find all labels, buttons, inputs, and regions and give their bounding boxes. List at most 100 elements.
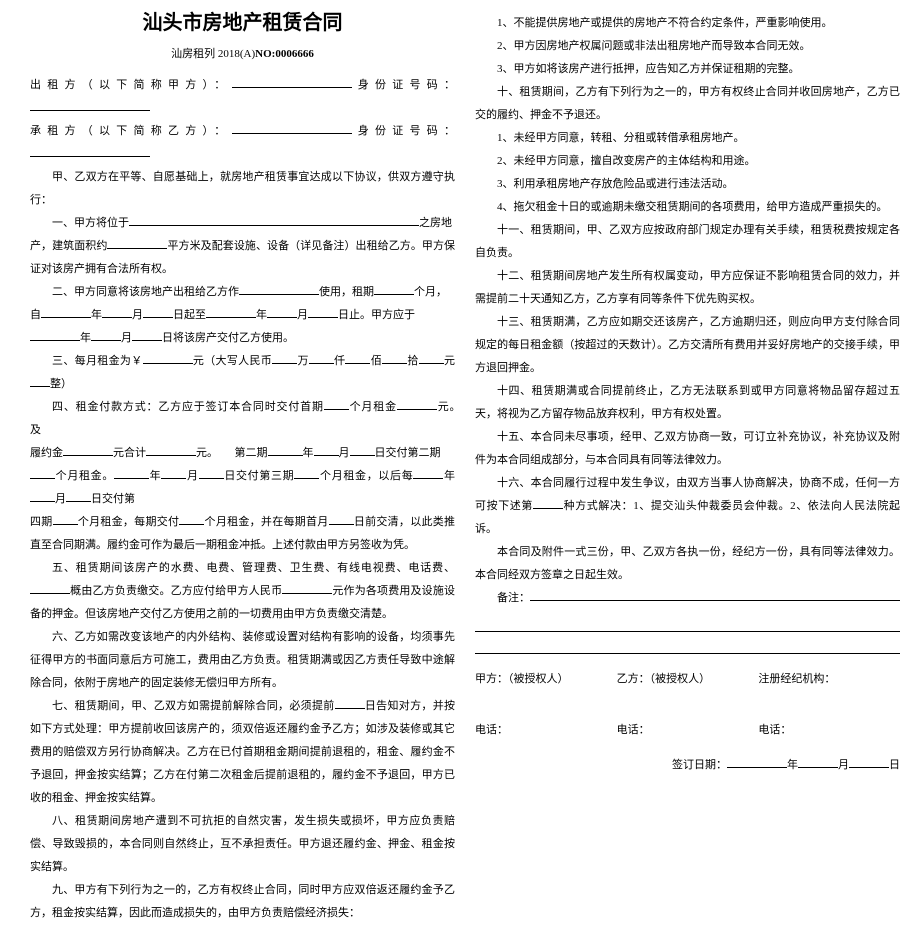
page: 汕头市房地产租赁合同 汕房租列 2018(A)NO:0006666 出租方（以下… <box>0 0 920 937</box>
c4n: 个月租金，以后每 <box>319 470 413 482</box>
lessee-blank[interactable] <box>232 120 352 134</box>
notice-blank[interactable] <box>335 695 365 709</box>
lessor-id-blank[interactable] <box>30 97 150 111</box>
c2a: 二、甲方同意将该房地产出租给乙方作 <box>52 286 239 298</box>
c2i: 月 <box>297 309 308 321</box>
to-m[interactable] <box>267 304 297 318</box>
p3y[interactable] <box>114 465 149 479</box>
to-y[interactable] <box>206 304 256 318</box>
del-d[interactable] <box>132 327 162 341</box>
c3b: 元（大写人民币 <box>193 355 273 367</box>
clause-4-b: 履约金元合计元。 第二期年月日交付第二期 <box>30 442 455 465</box>
d: 日 <box>889 759 900 771</box>
c4k: 年 <box>149 470 161 482</box>
del-m[interactable] <box>91 327 121 341</box>
p1m[interactable] <box>324 396 349 410</box>
p2n[interactable] <box>30 465 55 479</box>
qian[interactable] <box>309 350 334 364</box>
r2: 2、甲方因房地产权属问题或非法出租房地产而导致本合同无效。 <box>475 35 900 58</box>
c3h: 整） <box>50 378 72 390</box>
signature-row: 甲方：（被授权人） 乙方：（被授权人） 注册经纪机构： <box>475 668 900 691</box>
p3n[interactable] <box>294 465 319 479</box>
c3c: 万 <box>297 355 309 367</box>
sig-c: 注册经纪机构： <box>758 668 900 691</box>
pn[interactable] <box>179 511 204 525</box>
fee-blank[interactable] <box>30 580 70 594</box>
remark-line-2[interactable] <box>475 610 900 632</box>
to-d[interactable] <box>308 304 338 318</box>
sig-b: 乙方：（被授权人） <box>617 668 759 691</box>
term-blank[interactable] <box>374 281 414 295</box>
p2d[interactable] <box>350 442 375 456</box>
sign-m[interactable] <box>798 754 838 768</box>
r10: 十、租赁期间，乙方有下列行为之一的，甲方有权终止合同并收回房地产，乙方已交的履约… <box>475 81 900 127</box>
tel-c: 电话： <box>758 719 900 742</box>
c2g: 日起至 <box>173 309 206 321</box>
lessor-label: 出租方（以下简称甲方）： <box>30 79 232 91</box>
c5a: 五、租赁期间该房产的水费、电费、管理费、卫生费、有线电视费、电话费、 <box>52 562 455 574</box>
zheng[interactable] <box>30 373 50 387</box>
ly[interactable] <box>63 442 113 456</box>
area-blank[interactable] <box>107 235 167 249</box>
from-y[interactable] <box>41 304 91 318</box>
p2m[interactable] <box>314 442 339 456</box>
y: 年 <box>787 759 798 771</box>
address-blank[interactable] <box>129 212 419 226</box>
c4p: 月 <box>55 493 66 505</box>
c4e: 元合计 <box>113 447 146 459</box>
r13: 十三、租赁期满，乙方应如期交还该房产，乙方逾期归还，则应向甲方支付除合同规定的每… <box>475 311 900 380</box>
c3f: 拾 <box>407 355 419 367</box>
p1y[interactable] <box>397 396 437 410</box>
c4g: 年 <box>303 447 314 459</box>
sig-space <box>475 691 900 713</box>
bai[interactable] <box>345 350 370 364</box>
clause-3: 三、每月租金为￥元（大写人民币万仟佰拾元整） <box>30 350 455 396</box>
from-d[interactable] <box>143 304 173 318</box>
wan[interactable] <box>272 350 297 364</box>
del-y[interactable] <box>30 327 80 341</box>
p2y[interactable] <box>268 442 303 456</box>
c2c: 个月， <box>414 286 447 298</box>
p4n[interactable] <box>53 511 78 525</box>
p3m[interactable] <box>161 465 186 479</box>
rent-blank[interactable] <box>143 350 193 364</box>
r17: 本合同及附件一式三份，甲、乙双方各执一份，经纪方一份，具有同等法律效力。本合同经… <box>475 541 900 587</box>
right-column: 1、不能提供房地产或提供的房地产不符合约定条件，严重影响使用。 2、甲方因房地产… <box>475 12 900 925</box>
p4y[interactable] <box>413 465 443 479</box>
c1a: 一、甲方将位于 <box>52 217 129 229</box>
p4m[interactable] <box>30 488 55 502</box>
c4q: 日交付第 <box>91 493 135 505</box>
remark-line-1[interactable] <box>530 587 900 601</box>
dispute-blank[interactable] <box>533 495 563 509</box>
hj[interactable] <box>146 442 196 456</box>
clause-4: 四、租金付款方式：乙方应于签订本合同时交付首期个月租金元。 及 <box>30 396 455 442</box>
lessor-blank[interactable] <box>232 74 352 88</box>
subtitle: 汕房租列 2018(A)NO:0006666 <box>30 43 455 66</box>
shi[interactable] <box>382 350 407 364</box>
p3d[interactable] <box>199 465 224 479</box>
lessee-line: 承租方（以下简称乙方）： 身份证号码： <box>30 120 455 166</box>
use-blank[interactable] <box>239 281 319 295</box>
c4j: 个月租金。 <box>55 470 114 482</box>
r10-2: 2、未经甲方同意，擅自改变房产的主体结构和用途。 <box>475 150 900 173</box>
c4l: 月 <box>186 470 198 482</box>
pd[interactable] <box>329 511 354 525</box>
sign-date: 签订日期：年月日 <box>475 754 900 777</box>
c4i: 日交付第二期 <box>375 447 441 459</box>
from-m[interactable] <box>102 304 132 318</box>
r1: 1、不能提供房地产或提供的房地产不符合约定条件，严重影响使用。 <box>475 12 900 35</box>
dep-blank[interactable] <box>282 580 332 594</box>
p4d[interactable] <box>66 488 91 502</box>
sign-d[interactable] <box>849 754 889 768</box>
r10-1: 1、未经甲方同意，转租、分租或转借承租房地产。 <box>475 127 900 150</box>
remark: 备注： <box>475 587 900 610</box>
lessee-label: 承租方（以下简称乙方）： <box>30 125 232 137</box>
lessee-id-blank[interactable] <box>30 143 150 157</box>
c4o: 年 <box>443 470 455 482</box>
lessee-id-label: 身份证号码： <box>352 125 456 137</box>
preamble: 甲、乙双方在平等、自愿基础上，就房地产租赁事宜达成以下协议，供双方遵守执行： <box>30 166 455 212</box>
yuan[interactable] <box>419 350 444 364</box>
c3e: 佰 <box>370 355 382 367</box>
sign-y[interactable] <box>727 754 787 768</box>
lessor-line: 出租方（以下简称甲方）：身份证号码： <box>30 74 455 120</box>
